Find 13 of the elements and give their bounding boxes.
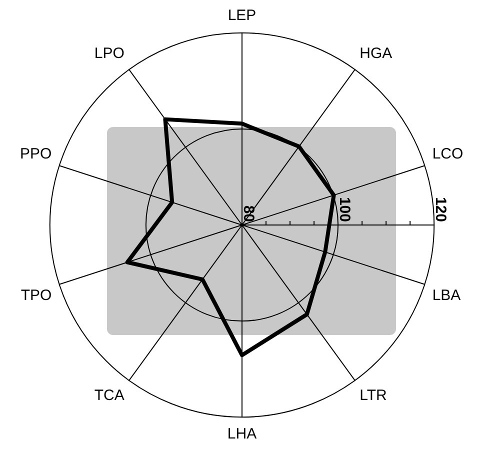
spoke-label: LCO <box>432 145 464 162</box>
spoke-label: LTR <box>360 387 388 404</box>
spoke-label: PPO <box>20 145 52 162</box>
spoke-label: HGA <box>360 45 392 62</box>
y-tick-label: 120 <box>432 196 450 222</box>
spoke-label: LEP <box>228 7 256 24</box>
spoke-label: LBA <box>432 286 461 304</box>
spoke-label: LHA <box>227 425 257 442</box>
spoke-label: TCA <box>94 387 124 404</box>
y-tick-label: 80 <box>240 205 257 222</box>
spoke-label: LPO <box>94 45 124 62</box>
spoke-label: TPO <box>20 286 52 304</box>
y-tick-label: 100 <box>336 196 354 222</box>
